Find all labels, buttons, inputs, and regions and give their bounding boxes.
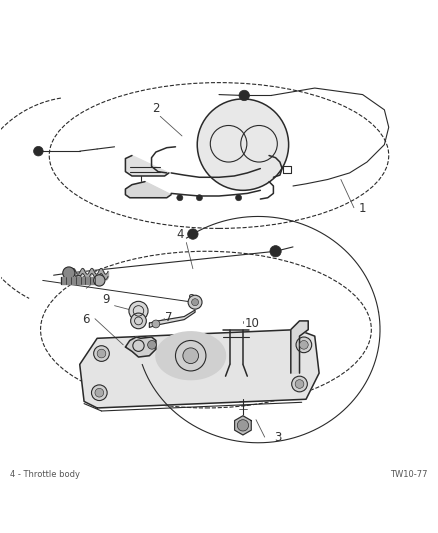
Circle shape	[148, 341, 156, 349]
Circle shape	[295, 379, 304, 389]
Circle shape	[197, 99, 289, 190]
Circle shape	[191, 298, 198, 305]
Circle shape	[236, 195, 242, 201]
Circle shape	[292, 376, 307, 392]
Polygon shape	[149, 310, 195, 327]
Text: 10: 10	[244, 318, 259, 330]
Circle shape	[94, 346, 110, 361]
Polygon shape	[291, 321, 308, 373]
Text: 9: 9	[102, 294, 110, 306]
Circle shape	[94, 275, 105, 286]
Text: 7: 7	[165, 311, 173, 324]
Text: 1: 1	[359, 202, 366, 215]
Circle shape	[188, 295, 202, 309]
Circle shape	[131, 313, 146, 329]
Polygon shape	[80, 329, 319, 408]
Polygon shape	[125, 182, 171, 198]
Text: 6: 6	[82, 313, 90, 326]
Text: 3: 3	[274, 431, 282, 445]
Circle shape	[63, 267, 75, 279]
Circle shape	[177, 195, 183, 201]
Circle shape	[296, 337, 312, 353]
Circle shape	[270, 246, 281, 257]
Circle shape	[97, 349, 106, 358]
Circle shape	[34, 147, 43, 156]
Circle shape	[300, 341, 308, 349]
Circle shape	[92, 385, 107, 400]
Text: 4 - Throttle body: 4 - Throttle body	[10, 470, 80, 479]
Circle shape	[187, 229, 198, 239]
Polygon shape	[125, 337, 156, 357]
Circle shape	[237, 419, 249, 431]
Polygon shape	[156, 332, 226, 379]
Circle shape	[129, 301, 148, 320]
Polygon shape	[125, 156, 169, 176]
Text: 8: 8	[187, 294, 194, 306]
Text: 2: 2	[152, 102, 159, 115]
Circle shape	[183, 348, 198, 364]
Circle shape	[152, 320, 160, 328]
Circle shape	[196, 195, 202, 201]
Text: TW10-77: TW10-77	[390, 470, 428, 479]
Text: 5: 5	[74, 274, 81, 287]
Text: 4: 4	[176, 228, 184, 241]
Circle shape	[239, 90, 250, 101]
Polygon shape	[235, 416, 251, 435]
Circle shape	[95, 389, 104, 397]
